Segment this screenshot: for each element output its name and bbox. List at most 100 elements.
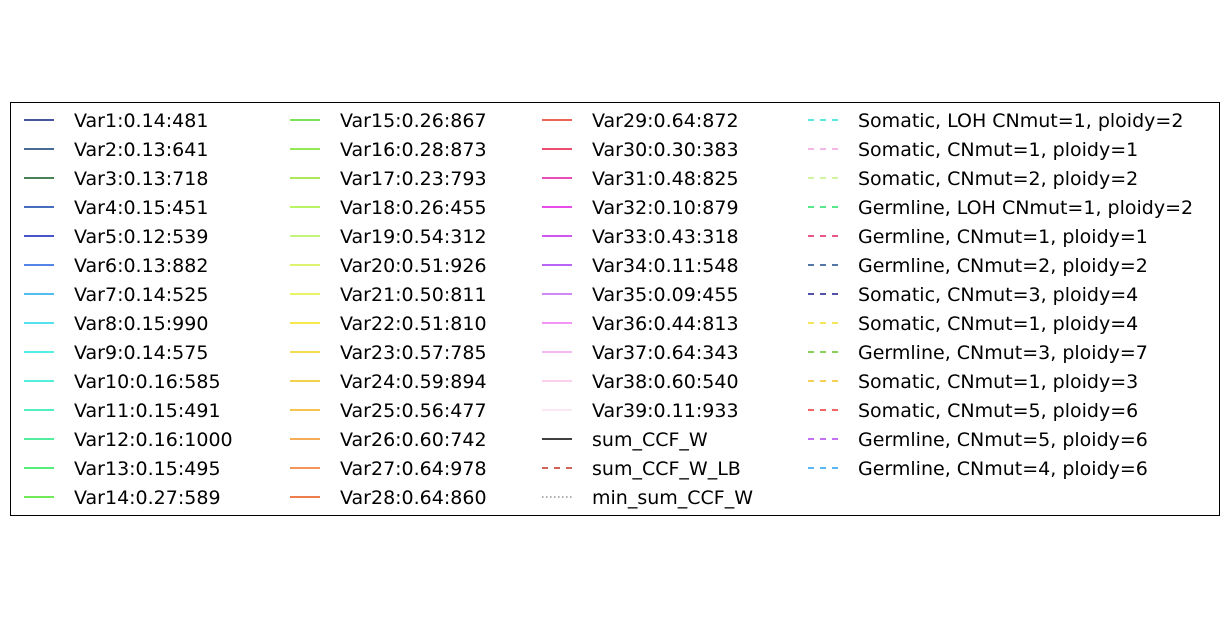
legend-line-swatch [808, 467, 838, 469]
legend-label: Var37:0.64:343 [592, 342, 739, 364]
legend-label: Var31:0.48:825 [592, 168, 739, 190]
legend-line-swatch [290, 148, 320, 150]
legend-line-swatch [290, 322, 320, 324]
legend-line-swatch [808, 409, 838, 411]
legend-label: sum_CCF_W [592, 429, 708, 451]
legend-line-swatch [542, 177, 572, 179]
legend-line-swatch [542, 148, 572, 150]
legend-label: Germline, CNmut=4, ploidy=6 [858, 458, 1148, 480]
legend-label: Germline, CNmut=1, ploidy=1 [858, 226, 1148, 248]
legend-label: min_sum_CCF_W [592, 487, 754, 509]
legend-label: sum_CCF_W_LB [592, 458, 741, 480]
legend-label: Var30:0.30:383 [592, 139, 739, 161]
legend-line-swatch [290, 467, 320, 469]
legend-label: Germline, CNmut=3, ploidy=7 [858, 342, 1148, 364]
legend-label: Germline, CNmut=5, ploidy=6 [858, 429, 1148, 451]
legend-line-swatch [808, 322, 838, 324]
legend-label: Var27:0.64:978 [340, 458, 487, 480]
legend-line-swatch [542, 235, 572, 237]
legend-label: Var32:0.10:879 [592, 197, 739, 219]
legend-line-swatch [290, 235, 320, 237]
legend-label: Somatic, CNmut=5, ploidy=6 [858, 400, 1139, 422]
legend-label: Var26:0.60:742 [340, 429, 487, 451]
legend-line-swatch [808, 293, 838, 295]
legend-line-swatch [808, 119, 838, 121]
legend-label: Var19:0.54:312 [340, 226, 487, 248]
legend-label: Var13:0.15:495 [74, 458, 221, 480]
legend-line-swatch [808, 438, 838, 440]
legend-label: Germline, CNmut=2, ploidy=2 [858, 255, 1148, 277]
legend-line-swatch [24, 467, 54, 469]
legend-line-swatch [290, 409, 320, 411]
legend-line-swatch [24, 438, 54, 440]
legend-label: Somatic, CNmut=1, ploidy=3 [858, 371, 1139, 393]
legend-label: Var10:0.16:585 [74, 371, 221, 393]
legend-line-swatch [24, 148, 54, 150]
legend-label: Var8:0.15:990 [74, 313, 209, 335]
legend-line-swatch [290, 351, 320, 353]
legend-line-swatch [542, 119, 572, 121]
legend-label: Var21:0.50:811 [340, 284, 487, 306]
legend-line-swatch [24, 177, 54, 179]
legend-line-swatch [542, 380, 572, 382]
legend-label: Var1:0.14:481 [74, 110, 209, 132]
legend-label: Var35:0.09:455 [592, 284, 739, 306]
legend-line-swatch [24, 409, 54, 411]
legend-label: Var17:0.23:793 [340, 168, 487, 190]
legend-label: Somatic, CNmut=1, ploidy=4 [858, 313, 1139, 335]
legend-label: Var3:0.13:718 [74, 168, 209, 190]
legend-line-swatch [24, 322, 54, 324]
legend-line-swatch [290, 380, 320, 382]
legend-line-swatch [542, 264, 572, 266]
legend-line-swatch [290, 496, 320, 498]
legend-line-swatch [542, 206, 572, 208]
legend-label: Var5:0.12:539 [74, 226, 209, 248]
legend-line-swatch [290, 438, 320, 440]
legend-label: Somatic, LOH CNmut=1, ploidy=2 [858, 110, 1184, 132]
legend-label: Var22:0.51:810 [340, 313, 487, 335]
legend-line-swatch [290, 119, 320, 121]
legend-label: Var4:0.15:451 [74, 197, 209, 219]
legend-line-swatch [542, 351, 572, 353]
legend-label: Var24:0.59:894 [340, 371, 487, 393]
legend-label: Var25:0.56:477 [340, 400, 487, 422]
legend-label: Germline, LOH CNmut=1, ploidy=2 [858, 197, 1194, 219]
legend-line-swatch [808, 235, 838, 237]
legend-line-swatch [290, 264, 320, 266]
legend-line-swatch [24, 293, 54, 295]
legend-line-swatch [24, 235, 54, 237]
legend-line-swatch [542, 467, 572, 469]
legend-label: Somatic, CNmut=3, ploidy=4 [858, 284, 1139, 306]
legend-line-swatch [24, 380, 54, 382]
legend-label: Var11:0.15:491 [74, 400, 221, 422]
legend-label: Var12:0.16:1000 [74, 429, 233, 451]
legend-line-swatch [808, 177, 838, 179]
legend-label: Somatic, CNmut=2, ploidy=2 [858, 168, 1139, 190]
legend-label: Var38:0.60:540 [592, 371, 739, 393]
legend-line-swatch [808, 351, 838, 353]
legend-line-swatch [290, 177, 320, 179]
legend-label: Var15:0.26:867 [340, 110, 487, 132]
legend-label: Var16:0.28:873 [340, 139, 487, 161]
legend-label: Var34:0.11:548 [592, 255, 739, 277]
legend-line-swatch [24, 351, 54, 353]
legend-line-swatch [542, 293, 572, 295]
legend-label: Var6:0.13:882 [74, 255, 209, 277]
legend-line-swatch [24, 206, 54, 208]
legend-line-swatch [542, 409, 572, 411]
legend-label: Somatic, CNmut=1, ploidy=1 [858, 139, 1139, 161]
legend-label: Var18:0.26:455 [340, 197, 487, 219]
legend-label: Var23:0.57:785 [340, 342, 487, 364]
legend-line-swatch [542, 438, 572, 440]
legend-label: Var20:0.51:926 [340, 255, 487, 277]
legend-label: Var33:0.43:318 [592, 226, 739, 248]
legend-label: Var14:0.27:589 [74, 487, 221, 509]
legend-label: Var36:0.44:813 [592, 313, 739, 335]
legend-line-swatch [24, 119, 54, 121]
legend-label: Var28:0.64:860 [340, 487, 487, 509]
legend-label: Var7:0.14:525 [74, 284, 209, 306]
legend-label: Var9:0.14:575 [74, 342, 209, 364]
legend: Var1:0.14:481 Var2:0.13:641 Var3:0.13:718 V… [10, 102, 1220, 516]
legend-line-swatch [542, 322, 572, 324]
legend-line-swatch [24, 496, 54, 498]
